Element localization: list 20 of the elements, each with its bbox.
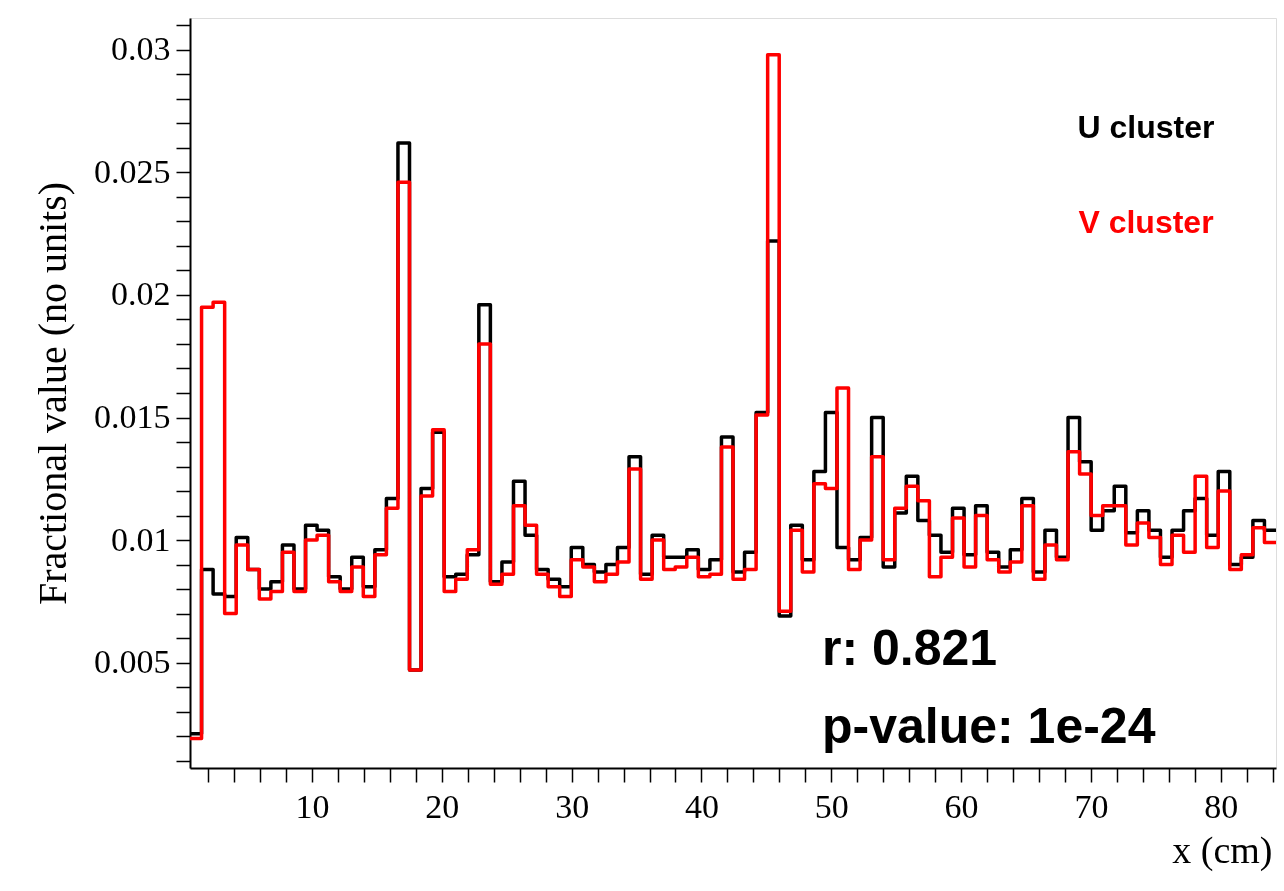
text: U cluster [1077, 109, 1215, 145]
x-tick-label: 70 [1074, 787, 1109, 825]
x-axis-title: x (cm) [1172, 828, 1273, 872]
y-tick-label: 0.03 [111, 30, 171, 68]
x-tick-label: 50 [814, 787, 849, 825]
x-tick-label: 40 [684, 787, 719, 825]
x-tick-label: 30 [555, 787, 590, 825]
x-tick-label: 80 [1204, 787, 1239, 825]
y-tick-label: 0.01 [111, 520, 171, 558]
text: V cluster [1078, 204, 1214, 240]
x-tick-label: 10 [295, 787, 330, 825]
y-tick-label: 0.02 [111, 275, 171, 313]
x-tick-label: 60 [944, 787, 979, 825]
y-tick-label: 0.005 [94, 643, 171, 681]
x-tick-label: 20 [425, 787, 460, 825]
annotation: p-value: 1e-24 [822, 698, 1156, 754]
annotation: r: 0.821 [822, 620, 998, 676]
y-axis-title: Fractional value (no units) [30, 181, 75, 606]
y-tick-label: 0.015 [94, 398, 171, 436]
y-tick-label: 0.025 [94, 152, 171, 190]
